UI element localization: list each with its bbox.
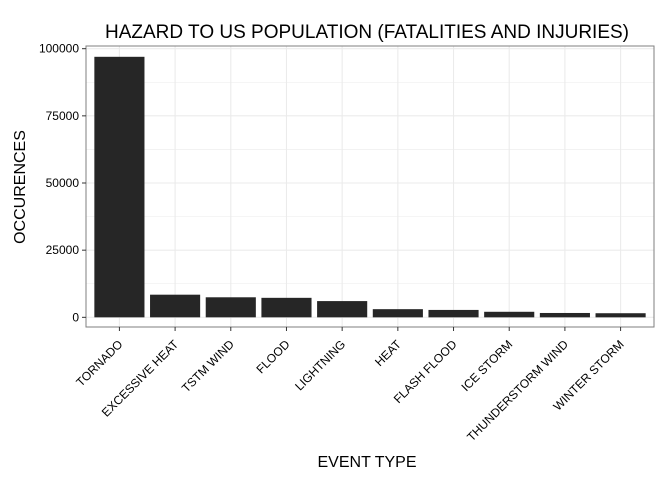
bar	[317, 301, 368, 318]
bar	[261, 297, 312, 318]
y-tick-label: 100000	[39, 42, 79, 56]
gridlines	[86, 46, 654, 327]
x-tick-label: TORNADO	[73, 337, 125, 389]
x-tick-label: ICE STORM	[458, 337, 515, 394]
bar	[205, 297, 256, 318]
x-tick-label: FLOOD	[253, 337, 292, 376]
y-tick-label: 25000	[46, 243, 80, 257]
y-axis-title: OCCURENCES	[12, 130, 29, 244]
x-axis-title: EVENT TYPE	[318, 454, 417, 471]
bar	[428, 309, 479, 318]
chart-title: HAZARD TO US POPULATION (FATALITIES AND …	[105, 22, 629, 43]
bar	[484, 311, 535, 318]
panel-border	[85, 45, 655, 328]
bars	[94, 56, 646, 318]
bar	[150, 294, 201, 318]
y-tick-label: 50000	[46, 176, 80, 190]
bar	[372, 309, 423, 318]
x-tick-label: THUNDERSTORM WIND	[464, 337, 571, 444]
x-tick-label: HEAT	[372, 337, 404, 369]
bar	[94, 56, 145, 318]
y-axis: 0 25000 50000 75000 100000	[39, 42, 86, 324]
bar	[539, 312, 590, 318]
y-tick-label: 0	[72, 310, 79, 324]
y-tick-label: 75000	[46, 109, 80, 123]
bar	[595, 313, 646, 318]
x-tick-label: LIGHTNING	[292, 337, 348, 393]
x-tick-label: TSTM WIND	[179, 337, 237, 395]
